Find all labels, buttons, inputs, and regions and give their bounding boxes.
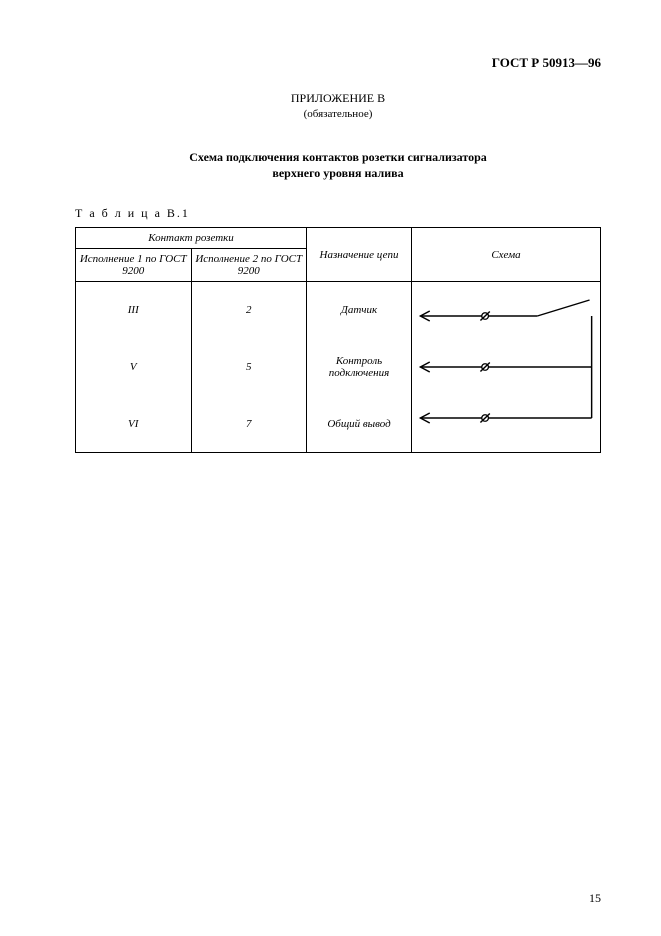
title-line1: Схема подключения контактов розетки сигн… [189,150,487,164]
col-exec1: III V VI [76,282,192,453]
appendix-note: (обязательное) [75,108,601,120]
page-title: Схема подключения контактов розетки сигн… [75,150,601,181]
th-exec1: Исполнение 1 по ГОСТ 9200 [76,249,192,282]
schema-diagram [412,282,600,452]
th-contact-socket: Контакт розетки [76,228,307,249]
th-scheme: Схема [412,228,601,282]
th-purpose: Назначение цепи [307,228,412,282]
cell-c2-0: 2 [192,282,307,339]
cell-c2-1: 5 [192,339,307,396]
cell-p-1: Контроль подключения [307,339,411,396]
cell-c1-2: VI [76,396,191,453]
col-schema [412,282,601,453]
col-purpose: Датчик Контроль подключения Общий вывод [307,282,412,453]
cell-c1-0: III [76,282,191,339]
page-number: 15 [589,891,601,906]
doc-id: ГОСТ Р 50913—96 [75,55,601,71]
cell-p-0: Датчик [307,282,411,339]
col-exec2: 2 5 7 [191,282,307,453]
contacts-table: Контакт розетки Назначение цепи Схема Ис… [75,227,601,453]
cell-c1-1: V [76,339,191,396]
appendix-title: ПРИЛОЖЕНИЕ В [75,91,601,106]
cell-c2-2: 7 [192,396,307,453]
cell-p-2: Общий вывод [307,396,411,453]
th-exec2: Исполнение 2 по ГОСТ 9200 [191,249,307,282]
table-label: Т а б л и ц а В.1 [75,206,601,221]
title-line2: верхнего уровня налива [272,166,403,180]
